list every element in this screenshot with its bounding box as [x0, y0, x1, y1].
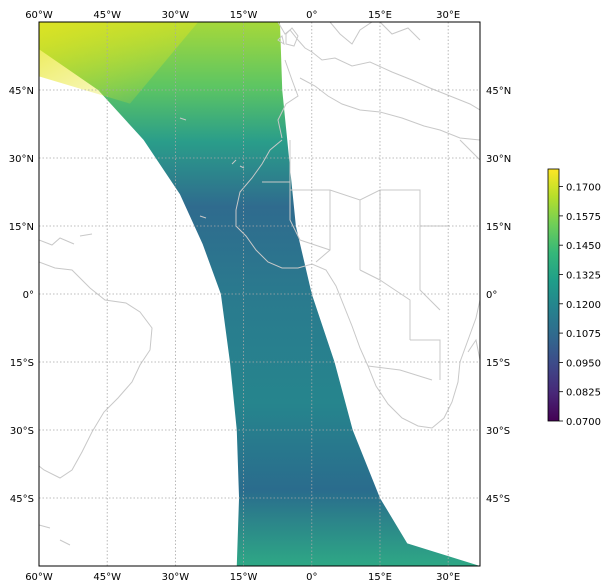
lat-tick-label-left: 30°S — [10, 426, 34, 437]
lon-tick-label-bottom: 15°W — [230, 572, 258, 583]
coastline-south-america — [39, 261, 153, 479]
lon-tick-label-top: 15°E — [368, 10, 392, 21]
lon-tick-label-top: 30°E — [436, 10, 460, 21]
lat-tick-label-right: 30°S — [486, 426, 510, 437]
lat-tick-label-right: 45°N — [486, 86, 511, 97]
coastline-scandinavia — [329, 22, 421, 45]
lon-tick-label-top: 15°W — [230, 10, 258, 21]
lon-tick-label-bottom: 0° — [306, 572, 317, 583]
map-frame — [38, 21, 481, 567]
coastline-madagascar — [467, 338, 480, 361]
lat-tick-label-right: 15°N — [486, 222, 511, 233]
lat-tick-label-left: 30°N — [9, 154, 34, 165]
colorbar-tick-label: 0.0950 — [566, 358, 601, 369]
colorbar-tick-label: 0.1575 — [566, 212, 601, 223]
lon-tick-label-bottom: 30°W — [162, 572, 190, 583]
lat-tick-label-left: 45°N — [9, 86, 34, 97]
lon-tick-label-bottom: 30°E — [436, 572, 460, 583]
colorbar-tick-label: 0.1700 — [566, 183, 601, 194]
colorbar-tick-label: 0.1325 — [566, 270, 601, 281]
colorbar-ticks: 0.1700 0.1575 0.1450 0.1325 0.1200 0.1075 0.09… — [559, 183, 601, 428]
latitude-ticks: 45°N 45°N 30°N 30°N 15°N 15°N 0° 0° 15°S 15°S 30°S… — [9, 86, 511, 505]
coastline-africa — [235, 139, 480, 429]
coastline-patagonia — [39, 524, 71, 546]
coastline-islands — [179, 117, 245, 219]
lat-tick-label-right: 15°S — [486, 358, 510, 369]
lon-tick-label-bottom: 60°W — [25, 572, 53, 583]
lon-tick-label-bottom: 45°W — [93, 572, 121, 583]
lat-tick-label-left: 15°S — [10, 358, 34, 369]
lat-tick-label-left: 0° — [23, 290, 34, 301]
swath-high-values — [39, 22, 199, 104]
colorbar-tick-label: 0.1450 — [566, 241, 601, 252]
coastline-british-isles — [277, 27, 299, 47]
colorbar-gradient — [547, 168, 560, 422]
lat-tick-label-left: 45°S — [10, 494, 34, 505]
coastline-caribbean — [39, 233, 93, 246]
lon-tick-label-top: 0° — [306, 10, 317, 21]
lon-tick-label-top: 30°W — [162, 10, 190, 21]
colorbar-tick-label: 0.1200 — [566, 300, 601, 311]
coastline-europe — [277, 22, 480, 141]
colorbar-tick-label: 0.0700 — [566, 417, 601, 428]
lat-tick-label-right: 0° — [486, 290, 497, 301]
colorbar-tick-label: 0.1075 — [566, 329, 601, 340]
lat-tick-label-left: 15°N — [9, 222, 34, 233]
lat-tick-label-right: 30°N — [486, 154, 511, 165]
colorbar-tick-label: 0.0825 — [566, 388, 601, 399]
colorbar: 0.1700 0.1575 0.1450 0.1325 0.1200 0.1075 0.09… — [547, 168, 601, 428]
lat-tick-label-right: 45°S — [486, 494, 510, 505]
lon-tick-label-bottom: 15°E — [368, 572, 392, 583]
lon-tick-label-top: 45°W — [93, 10, 121, 21]
graticule — [39, 22, 480, 566]
longitude-ticks: 60°W 60°W 45°W 45°W 30°W 30°W 15°W 15°W 0° 0° 15°E… — [25, 10, 460, 583]
lon-tick-label-top: 60°W — [25, 10, 53, 21]
